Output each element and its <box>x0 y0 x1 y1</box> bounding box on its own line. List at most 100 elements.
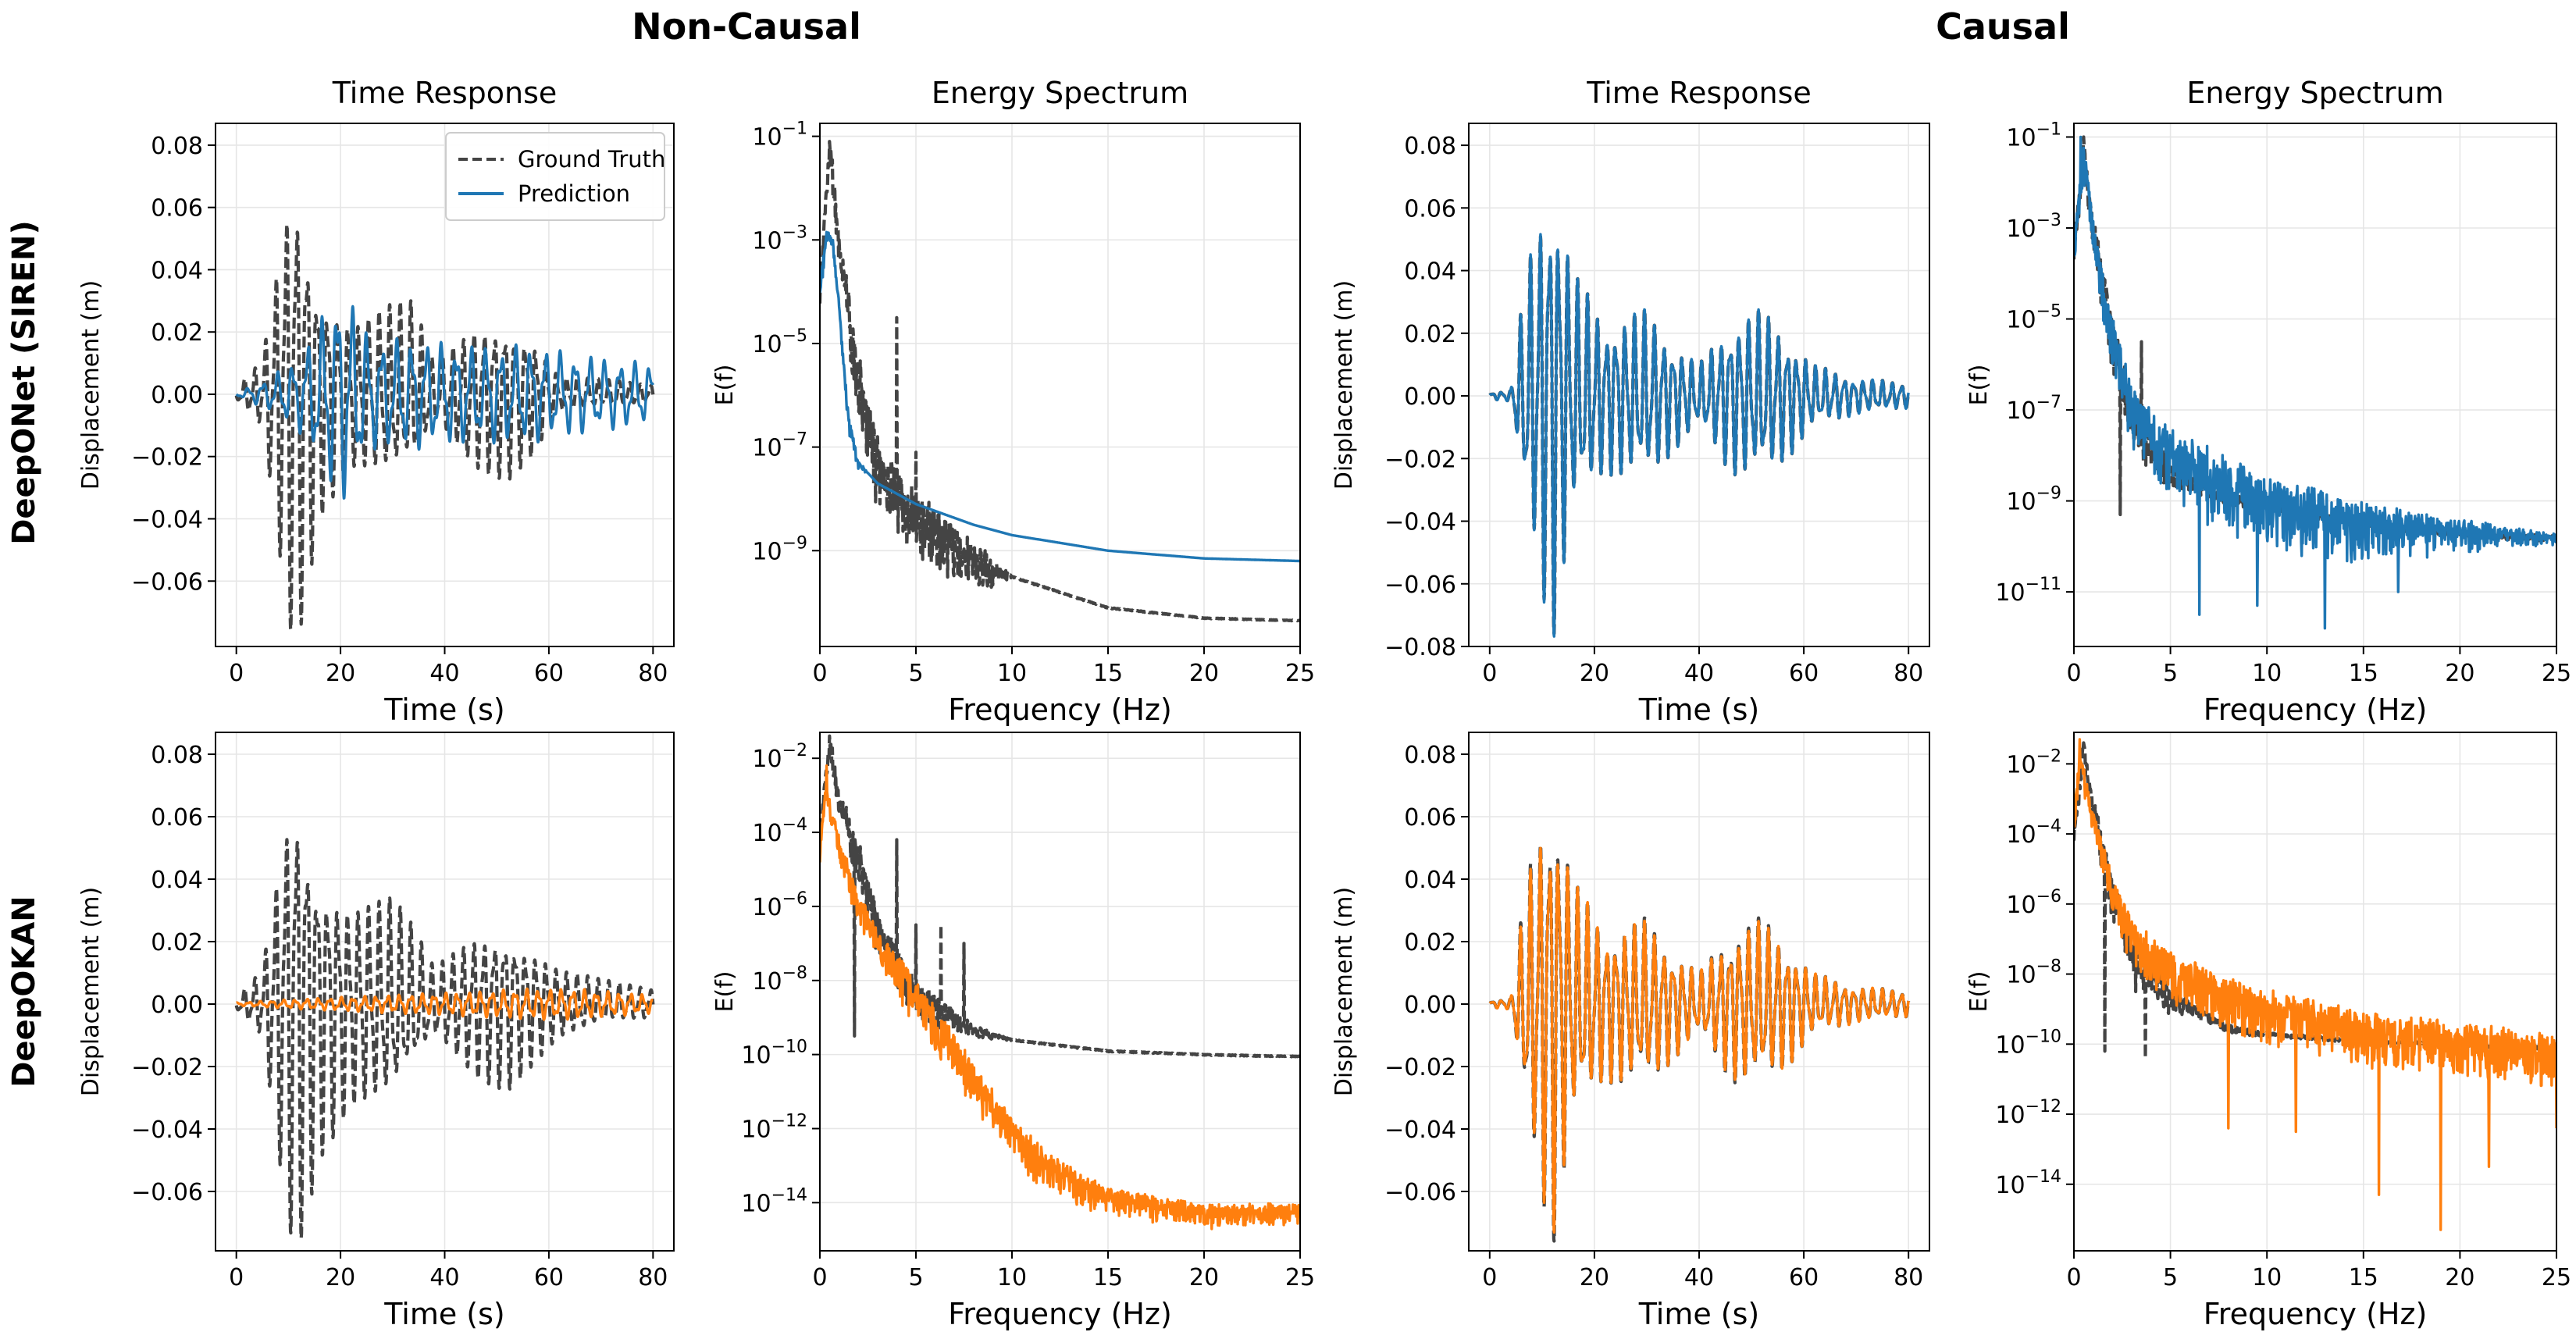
x-axis-label: Frequency (Hz) <box>948 1297 1172 1331</box>
x-axis-label: Time (s) <box>1638 693 1760 727</box>
x-tick-label: 10 <box>2252 1264 2282 1291</box>
y-tick-label: −0.04 <box>1384 509 1456 536</box>
x-tick-label: 80 <box>1894 1264 1923 1291</box>
x-tick-label: 0 <box>229 1264 244 1291</box>
x-tick-label: 20 <box>2445 1264 2474 1291</box>
y-tick-label: 0.08 <box>1404 133 1456 160</box>
x-tick-label: 5 <box>908 1264 923 1291</box>
y-tick-label: −0.08 <box>1384 634 1456 661</box>
x-tick-label: 15 <box>2349 660 2378 687</box>
y-axis-label: E(f) <box>711 365 739 406</box>
y-tick-label: 0.02 <box>1404 929 1456 956</box>
axes-frame <box>2073 123 2557 647</box>
subplot-r0c2: 0 20 40 60 80 −0.08 −0.06 −0.04 −0.02 0.00 0.02 0.0… <box>1331 76 1930 727</box>
x-tick-label: 15 <box>1093 660 1123 687</box>
y-tick-label: −0.02 <box>131 1054 203 1081</box>
x-tick-label: 20 <box>326 660 355 687</box>
x-tick-label: 25 <box>2542 1264 2571 1291</box>
y-tick-label: 0.08 <box>1404 742 1456 769</box>
subplot-r1c2: 0 20 40 60 80 −0.06 −0.04 −0.02 0.00 0.02 0.04 0.06… <box>1331 732 1930 1331</box>
series-line-prediction <box>2074 738 2556 1231</box>
x-tick-label: 20 <box>1580 660 1609 687</box>
y-tick-label: 10−14 <box>741 1185 807 1217</box>
series-line-prediction <box>820 230 1300 563</box>
x-tick-label: 20 <box>326 1264 355 1291</box>
y-tick-label: 10−12 <box>741 1111 807 1143</box>
x-tick-label: 0 <box>2066 1264 2081 1291</box>
x-tick-label: 40 <box>1684 1264 1714 1291</box>
y-tick-label: −0.04 <box>131 506 203 533</box>
x-tick-label: 60 <box>534 1264 564 1291</box>
x-tick-label: 60 <box>1789 660 1819 687</box>
x-tick-label: 10 <box>997 1264 1027 1291</box>
y-tick-label: 10−8 <box>752 963 807 995</box>
y-axis-label: E(f) <box>1965 971 1993 1013</box>
series-line-prediction <box>1488 233 1910 638</box>
y-tick-label: 10−7 <box>752 430 807 462</box>
x-tick-label: 5 <box>2163 1264 2178 1291</box>
row-label-deeponet-siren: DeepONet (SIREN) <box>6 220 42 545</box>
series-line-prediction <box>2074 135 2556 630</box>
x-tick-label: 25 <box>2542 660 2571 687</box>
y-tick-label: 10−9 <box>2006 484 2061 516</box>
x-tick-label: 20 <box>2445 660 2474 687</box>
series-line-ground-truth <box>820 734 1300 1059</box>
y-tick-label: 10−6 <box>2006 887 2061 919</box>
y-tick-label: 10−7 <box>2006 393 2061 425</box>
column-group-title-causal: Causal <box>1936 5 2070 48</box>
y-tick-label: 10−4 <box>752 815 807 847</box>
x-tick-label: 0 <box>812 660 827 687</box>
y-axis-label: Displacement (m) <box>1331 887 1358 1096</box>
x-tick-label: 15 <box>2349 1264 2378 1291</box>
y-tick-label: 10−3 <box>2006 211 2061 243</box>
x-axis-label: Frequency (Hz) <box>948 693 1172 727</box>
y-tick-label: −0.06 <box>1384 572 1456 599</box>
y-tick-label: 10−6 <box>752 889 807 921</box>
x-tick-label: 80 <box>638 660 668 687</box>
x-axis-label: Time (s) <box>1638 1297 1760 1331</box>
series-line-prediction <box>1488 846 1910 1234</box>
subplot-r0c1: 0 5 10 15 20 25 10−9 10−7 10−5 10−3 10−1 Energy Spe… <box>711 76 1315 727</box>
y-tick-label: 0.04 <box>1404 258 1456 286</box>
y-tick-label: 10−8 <box>2006 957 2061 989</box>
y-tick-label: 0.06 <box>1404 804 1456 832</box>
axes-frame <box>819 123 1301 647</box>
y-tick-label: −0.02 <box>1384 1054 1456 1081</box>
y-tick-label: 0.00 <box>1404 383 1456 411</box>
axes-frame <box>819 732 1301 1252</box>
y-tick-label: −0.06 <box>1384 1179 1456 1206</box>
y-tick-label: 0.04 <box>151 257 203 284</box>
y-tick-label: 10−10 <box>741 1038 807 1070</box>
y-axis-label: Displacement (m) <box>77 887 105 1096</box>
x-tick-label: 60 <box>1789 1264 1819 1291</box>
axes-frame <box>2073 732 2557 1252</box>
subplot-r0c3: 0 5 10 15 20 25 10−11 10−9 10−7 10−5 10−3 10−1 Energ… <box>1965 76 2571 727</box>
y-tick-label: 0.00 <box>1404 992 1456 1019</box>
subplot-title: Energy Spectrum <box>932 76 1188 110</box>
x-tick-label: 40 <box>1684 660 1714 687</box>
x-tick-label: 0 <box>1482 1264 1497 1291</box>
x-axis-label: Time (s) <box>383 693 505 727</box>
y-tick-label: 0.04 <box>151 867 203 894</box>
y-tick-label: 0.02 <box>151 319 203 347</box>
y-tick-label: −0.06 <box>131 568 203 596</box>
subplot-r1c1: 0 5 10 15 20 25 10−14 10−12 10−10 10−8 10−6 10−4 10−… <box>711 732 1315 1331</box>
y-tick-label: 0.06 <box>151 195 203 223</box>
x-tick-label: 80 <box>1894 660 1923 687</box>
series-line-prediction <box>235 305 654 500</box>
x-axis-label: Frequency (Hz) <box>2204 1297 2428 1331</box>
y-tick-label: 10−1 <box>2006 119 2061 151</box>
y-tick-label: 0.06 <box>151 804 203 832</box>
subplot-r1c0: 0 20 40 60 80 −0.06 −0.04 −0.02 0.00 0.02 0.04 0.06… <box>77 732 675 1331</box>
subplot-r0c0: 0 20 40 60 80 −0.06 −0.04 −0.02 0.00 0.02 0.04 0.06… <box>77 76 675 727</box>
series-line-prediction <box>820 764 1300 1230</box>
y-tick-label: −0.02 <box>1384 446 1456 473</box>
subplot-title: Time Response <box>332 76 558 110</box>
x-tick-label: 5 <box>2163 660 2178 687</box>
x-axis-label: Frequency (Hz) <box>2204 693 2428 727</box>
y-tick-label: 10−9 <box>752 533 807 565</box>
y-tick-label: 10−11 <box>1995 575 2061 607</box>
y-tick-label: 10−4 <box>2006 817 2061 849</box>
y-tick-label: −0.06 <box>131 1179 203 1206</box>
